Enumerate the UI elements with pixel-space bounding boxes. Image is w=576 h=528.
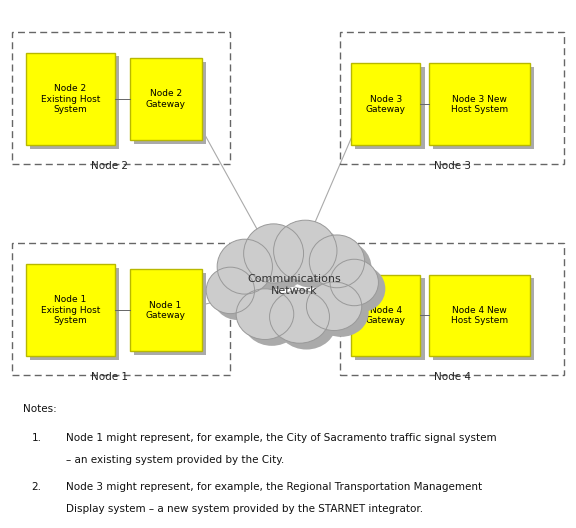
FancyBboxPatch shape (351, 63, 420, 145)
Text: Node 1
Existing Host
System: Node 1 Existing Host System (41, 295, 100, 325)
FancyBboxPatch shape (130, 58, 202, 140)
FancyBboxPatch shape (130, 269, 202, 351)
Ellipse shape (244, 224, 304, 283)
Text: – an existing system provided by the City.: – an existing system provided by the Cit… (66, 455, 285, 465)
Ellipse shape (330, 259, 378, 306)
Ellipse shape (217, 239, 272, 294)
Text: Notes:: Notes: (23, 404, 57, 414)
Ellipse shape (337, 266, 385, 312)
FancyBboxPatch shape (355, 67, 425, 149)
Ellipse shape (306, 282, 362, 331)
FancyBboxPatch shape (351, 275, 420, 356)
Text: Node 3 New
Host System: Node 3 New Host System (451, 95, 508, 114)
FancyBboxPatch shape (30, 268, 119, 360)
FancyBboxPatch shape (134, 62, 206, 144)
FancyBboxPatch shape (30, 56, 119, 149)
Text: Communications
Network: Communications Network (247, 275, 340, 296)
Text: Node 1: Node 1 (91, 372, 128, 382)
Ellipse shape (213, 274, 262, 320)
Text: Node 1 might represent, for example, the City of Sacramento traffic signal syste: Node 1 might represent, for example, the… (66, 433, 497, 443)
Ellipse shape (224, 246, 279, 300)
Ellipse shape (270, 290, 329, 343)
Ellipse shape (309, 235, 365, 288)
FancyBboxPatch shape (433, 67, 534, 149)
Text: Node 4
Gateway: Node 4 Gateway (366, 306, 406, 325)
Text: Node 1
Gateway: Node 1 Gateway (146, 300, 185, 320)
Text: Node 4 New
Host System: Node 4 New Host System (451, 306, 508, 325)
Text: Display system – a new system provided by the STARNET integrator.: Display system – a new system provided b… (66, 504, 423, 514)
FancyBboxPatch shape (429, 63, 530, 145)
FancyBboxPatch shape (433, 278, 534, 360)
Ellipse shape (316, 241, 372, 294)
Text: Node 4: Node 4 (434, 372, 471, 382)
Ellipse shape (281, 227, 344, 288)
FancyBboxPatch shape (134, 273, 206, 355)
FancyBboxPatch shape (26, 53, 115, 145)
Ellipse shape (251, 230, 310, 289)
Ellipse shape (274, 220, 337, 281)
FancyBboxPatch shape (355, 278, 425, 360)
Text: Node 2: Node 2 (91, 161, 128, 171)
Text: 2.: 2. (32, 482, 41, 492)
Text: Node 3: Node 3 (434, 161, 471, 171)
Text: 1.: 1. (32, 433, 41, 443)
Text: Node 3 might represent, for example, the Regional Transportation Management: Node 3 might represent, for example, the… (66, 482, 482, 492)
Ellipse shape (236, 289, 294, 340)
FancyBboxPatch shape (26, 264, 115, 356)
Ellipse shape (313, 288, 369, 337)
Ellipse shape (206, 267, 255, 314)
Text: Node 3
Gateway: Node 3 Gateway (366, 95, 406, 114)
Ellipse shape (243, 295, 301, 346)
Ellipse shape (276, 297, 336, 350)
Text: Node 2
Existing Host
System: Node 2 Existing Host System (41, 84, 100, 114)
FancyBboxPatch shape (429, 275, 530, 356)
Text: Node 2
Gateway: Node 2 Gateway (146, 89, 185, 109)
